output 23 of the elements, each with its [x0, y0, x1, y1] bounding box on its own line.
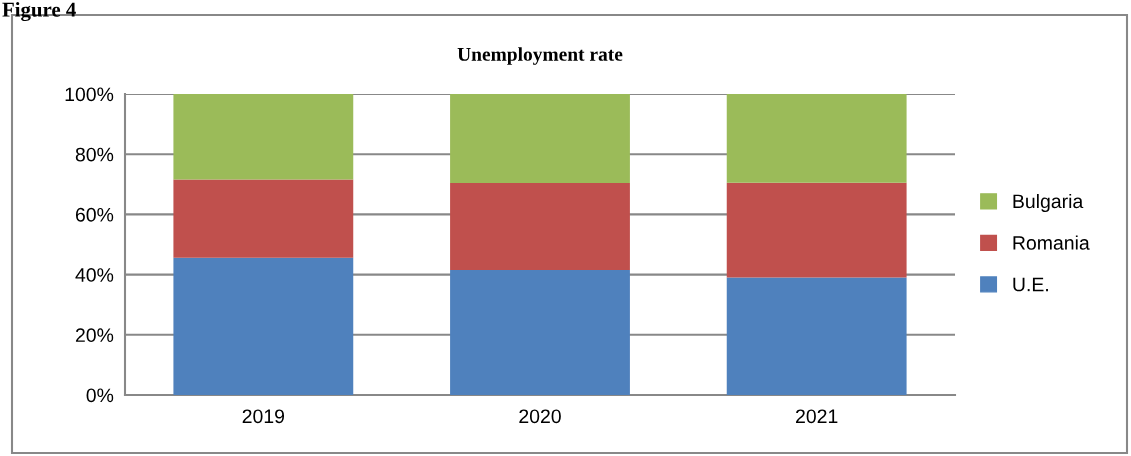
- bar: [173, 257, 354, 395]
- bar: [726, 94, 907, 183]
- y-tick-label: 0%: [86, 388, 114, 403]
- chart-title: Unemployment rate: [457, 47, 623, 65]
- legend-label: U.E.: [1013, 277, 1048, 292]
- bar: [450, 183, 630, 271]
- y-tick-label: 60%: [75, 207, 114, 222]
- bar: [450, 270, 630, 395]
- y-tick-label: 20%: [75, 328, 114, 343]
- bar: [450, 94, 630, 184]
- bar: [726, 182, 907, 278]
- caption: Figure 4: [2, 2, 76, 22]
- y-tick-label: 100%: [65, 87, 114, 102]
- y-tick-label: 80%: [75, 147, 114, 162]
- bar: [173, 94, 354, 180]
- x-tick-label: 2021: [796, 409, 838, 424]
- x-tick-label: 2020: [519, 409, 561, 424]
- bar: [173, 179, 354, 258]
- legend-label: Bulgaria: [1013, 193, 1084, 213]
- y-tick-label: 40%: [75, 268, 114, 282]
- x-tick-label: 2019: [242, 409, 285, 424]
- legend-label: Romania: [1013, 235, 1090, 250]
- bar: [726, 277, 907, 395]
